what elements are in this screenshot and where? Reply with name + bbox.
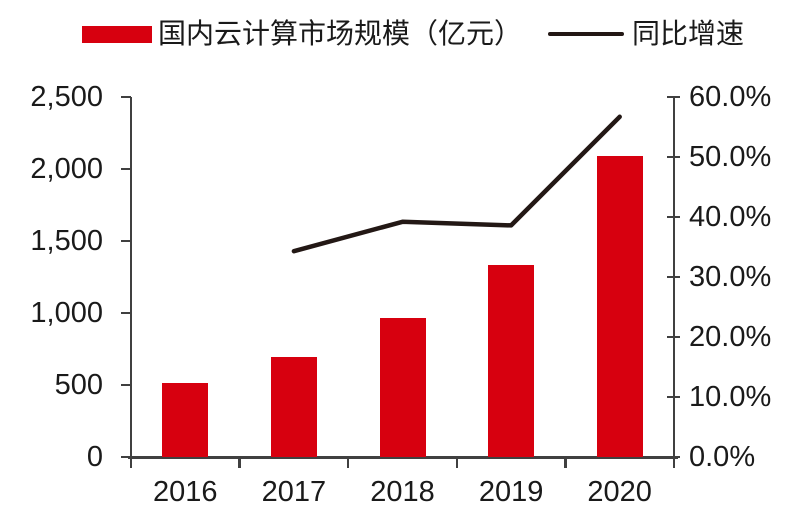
left-axis-tick [121, 95, 131, 99]
left-axis-tick-label: 1,500 [30, 225, 103, 257]
left-axis-tick [121, 239, 131, 243]
left-axis-tick [121, 311, 131, 315]
x-axis-line [128, 455, 678, 459]
x-axis-tick [672, 457, 676, 468]
x-axis-tick [455, 457, 459, 468]
left-axis-spine [129, 97, 132, 458]
x-axis-tick [564, 457, 567, 468]
x-axis-category-label: 2019 [478, 476, 544, 508]
x-axis-category-label: 2018 [370, 476, 435, 508]
market-size-bar-2018 [379, 318, 426, 457]
right-axis-tick [667, 95, 680, 99]
left-axis-tick-label: 2,000 [30, 153, 103, 185]
left-axis-tick [121, 167, 131, 171]
legend-item-growth-rate: 同比增速 [548, 19, 744, 49]
growth-rate-line [291, 114, 622, 254]
legend-item-market-size: 国内云计算市场规模（亿元） [82, 19, 522, 49]
market-size-bar-2017 [270, 357, 317, 457]
legend-label-market-size: 国内云计算市场规模（亿元） [158, 18, 523, 49]
line-series-legend-swatch [548, 31, 624, 37]
left-axis-tick-label: 500 [54, 369, 103, 401]
x-axis-category-label: 2016 [153, 476, 218, 508]
right-axis-tick-label: 40.0% [689, 201, 772, 233]
right-axis-tick-label: 60.0% [689, 81, 772, 113]
right-axis-tick-label: 30.0% [689, 261, 772, 293]
legend-label-growth-rate: 同比增速 [632, 18, 745, 49]
x-axis-tick [129, 457, 133, 468]
left-axis-tick-label: 0 [86, 441, 103, 473]
right-axis-tick [667, 335, 680, 339]
left-axis-tick-label: 1,000 [30, 297, 103, 329]
market-size-bar-2016 [162, 382, 209, 457]
x-axis-tick [238, 457, 241, 468]
right-axis-tick-label: 20.0% [689, 321, 772, 353]
x-axis-category-label: 2017 [261, 476, 327, 508]
left-axis-tick [121, 383, 131, 387]
market-size-bar-2020 [596, 155, 643, 457]
market-size-bar-2019 [488, 264, 535, 457]
right-axis-tick-label: 50.0% [689, 141, 772, 173]
left-axis-tick-label: 2,500 [30, 81, 103, 113]
right-axis-tick [667, 275, 680, 279]
right-axis-tick-label: 10.0% [689, 381, 772, 413]
left-axis-tick [121, 455, 131, 459]
bar-series-legend-swatch [82, 25, 152, 43]
right-axis-tick-label: 0.0% [689, 441, 756, 473]
right-axis-tick [667, 215, 680, 219]
right-axis-tick [667, 395, 680, 399]
x-axis-tick [346, 457, 350, 468]
right-axis-tick [667, 155, 680, 159]
x-axis-category-label: 2020 [587, 476, 652, 508]
